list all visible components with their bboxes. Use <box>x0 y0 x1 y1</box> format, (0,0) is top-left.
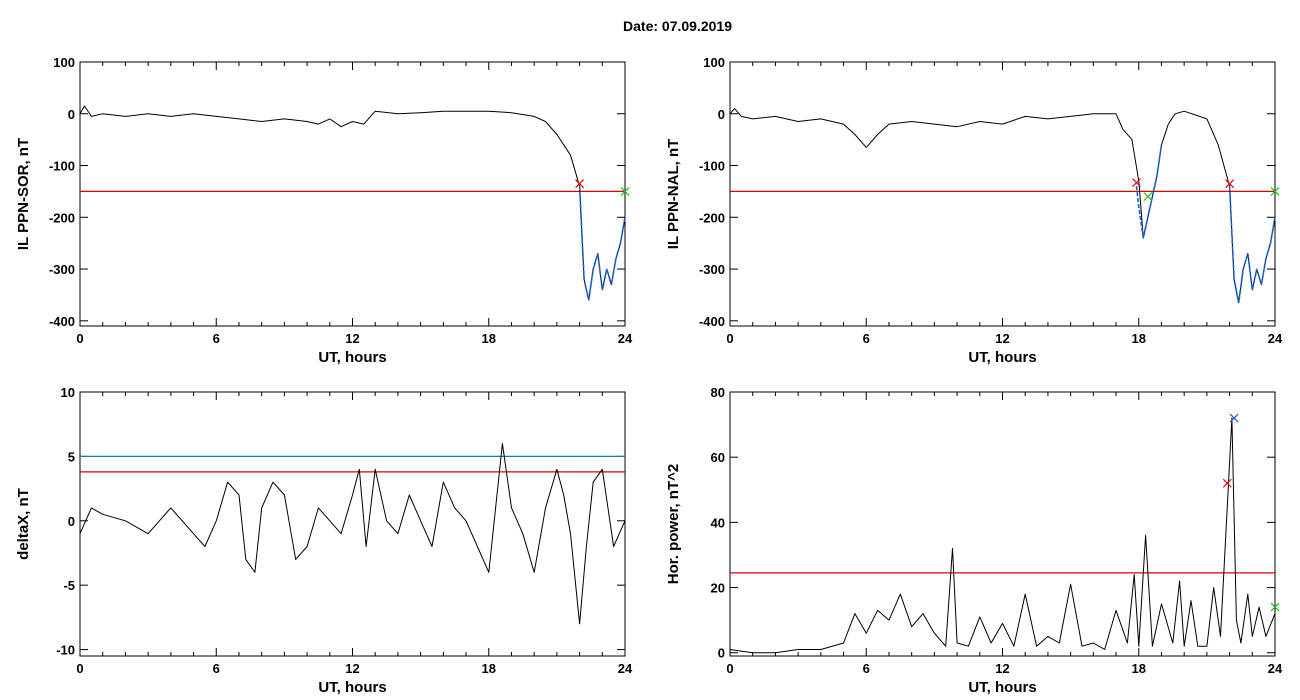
x-marker <box>1270 186 1280 196</box>
x-axis-label: UT, hours <box>968 349 1036 366</box>
y-tick-label: -200 <box>49 210 75 225</box>
y-axis-label: IL PPN-NAL, nT <box>665 139 682 250</box>
highlight-segment <box>1135 144 1163 239</box>
y-tick-label: -100 <box>699 159 725 174</box>
x-marker-stroke <box>620 186 630 196</box>
x-tick-label: 18 <box>1132 661 1146 676</box>
x-tick-label: 24 <box>618 661 633 676</box>
x-marker <box>1225 179 1235 189</box>
y-tick-label: -200 <box>699 210 725 225</box>
x-marker-stroke <box>1143 192 1153 202</box>
series-line <box>79 443 626 625</box>
panel-il-ppn-sor: 0 6 12 18 24 100 0 -100 -200 -300 -400 UT, hours IL … <box>15 55 633 366</box>
x-marker <box>1229 413 1239 423</box>
y-tick-label: 0 <box>68 107 75 122</box>
y-tick-label: -300 <box>699 262 725 277</box>
x-tick-label: 12 <box>995 331 1009 346</box>
x-tick-label: 6 <box>213 661 220 676</box>
panel-il-ppn-nal: 0 6 12 18 24 100 0 -100 -200 -300 -400 UT, hours IL … <box>665 55 1283 366</box>
y-tick-label: -300 <box>49 262 75 277</box>
panel-hor-power: 0 6 12 18 24 80 60 40 20 0 UT, hours Hor. power, nT… <box>665 385 1283 696</box>
y-axis-label: Hor. power, nT^2 <box>665 464 682 584</box>
y-tick-label: 60 <box>711 450 725 465</box>
series-line <box>729 417 1276 654</box>
x-tick-label: 18 <box>1132 331 1146 346</box>
x-axis-label: UT, hours <box>318 679 386 696</box>
x-marker <box>575 179 585 189</box>
x-tick-label: 6 <box>863 661 870 676</box>
plot-frame <box>729 61 1276 327</box>
x-marker-stroke <box>1225 179 1235 189</box>
highlight-segment <box>1228 186 1276 303</box>
x-tick-label: 12 <box>345 331 359 346</box>
y-tick-label: 100 <box>53 55 75 70</box>
x-marker-stroke <box>1270 186 1280 196</box>
x-marker-stroke <box>1132 178 1141 188</box>
y-tick-label: 40 <box>711 515 725 530</box>
y-tick-label: -10 <box>56 643 75 658</box>
x-marker-stroke <box>1270 602 1280 612</box>
x-marker-stroke <box>1222 478 1232 488</box>
y-axis-label: IL PPN-SOR, nT <box>15 138 32 250</box>
x-marker <box>1270 602 1280 612</box>
plot-frame <box>79 61 626 327</box>
y-tick-label: 20 <box>711 581 725 596</box>
y-tick-label: -100 <box>49 159 75 174</box>
plot-frame <box>79 391 626 657</box>
x-marker-stroke <box>575 179 585 189</box>
x-tick-label: 18 <box>482 331 496 346</box>
x-tick-label: 12 <box>995 661 1009 676</box>
x-tick-label: 6 <box>213 331 220 346</box>
y-tick-label: 0 <box>718 646 725 661</box>
x-marker-stroke <box>1229 413 1239 423</box>
x-marker <box>620 186 630 196</box>
y-tick-label: 0 <box>68 514 75 529</box>
x-marker <box>1222 478 1232 488</box>
series-line <box>79 105 626 301</box>
x-tick-label: 0 <box>726 331 733 346</box>
x-tick-label: 0 <box>726 661 733 676</box>
y-tick-label: 5 <box>68 449 75 464</box>
y-tick-label: 10 <box>61 385 75 400</box>
x-axis-label: UT, hours <box>968 679 1036 696</box>
x-tick-label: 12 <box>345 661 359 676</box>
y-tick-label: 0 <box>718 107 725 122</box>
x-tick-label: 6 <box>863 331 870 346</box>
panel-deltax: 0 6 12 18 24 10 5 0 -5 -10 UT, hours deltaX, nT <box>15 385 633 696</box>
page-title: Date: 07.09.2019 <box>623 18 732 34</box>
highlight-segment <box>578 186 626 301</box>
x-tick-label: 24 <box>618 331 633 346</box>
x-tick-label: 24 <box>1268 661 1283 676</box>
y-tick-label: -400 <box>49 314 75 329</box>
x-tick-label: 0 <box>76 331 83 346</box>
x-marker <box>1143 192 1153 202</box>
y-tick-label: 80 <box>711 385 725 400</box>
x-tick-label: 18 <box>482 661 496 676</box>
x-tick-label: 24 <box>1268 331 1283 346</box>
x-marker <box>1132 178 1141 188</box>
y-axis-label: deltaX, nT <box>15 488 32 560</box>
y-tick-label: -400 <box>699 314 725 329</box>
y-tick-label: 100 <box>703 55 725 70</box>
x-tick-label: 0 <box>76 661 83 676</box>
y-tick-label: -5 <box>63 578 75 593</box>
x-axis-label: UT, hours <box>318 349 386 366</box>
series-line <box>729 108 1276 304</box>
